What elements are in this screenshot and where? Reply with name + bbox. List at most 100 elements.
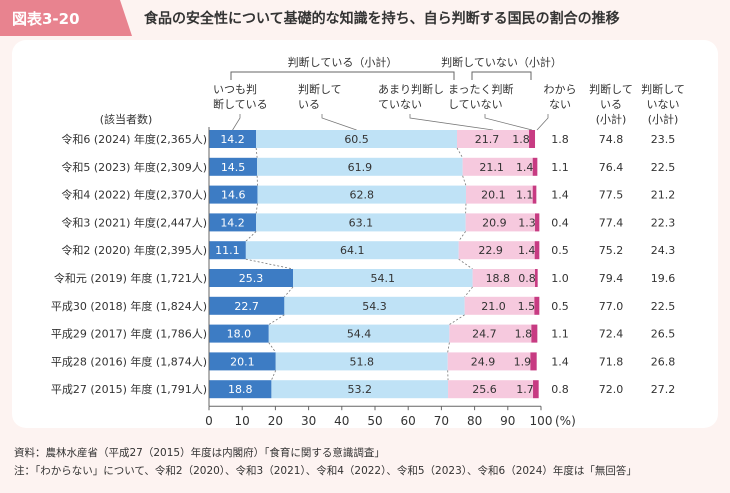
header-series-3-line2: ていない (378, 98, 422, 111)
bar-segment-4 (533, 380, 539, 399)
header-subtotal-judge-line1: 判断して (589, 82, 633, 96)
data-label-series-3: 24.9 (471, 355, 496, 368)
header-subtotal-not-line2: いない (647, 98, 680, 111)
bar-segment-1 (209, 241, 246, 260)
bar-segment-4 (534, 296, 540, 315)
bar-segment-1 (209, 296, 285, 315)
wakaranai-value: 0.4 (551, 216, 569, 229)
figure-header: 図表3-20 食品の安全性について基礎的な知識を持ち、自ら判断する国民の割合の推… (0, 0, 730, 36)
category-label: 平成29 (2017) 年度 (1,786人) (51, 327, 207, 341)
bar-segment-1 (209, 269, 293, 287)
data-label-series-1: 14.2 (220, 133, 245, 146)
x-tick-label: 100 (530, 414, 553, 428)
data-label-series-2: 54.3 (362, 300, 387, 313)
x-tick-label: 20 (268, 414, 283, 428)
category-label: 令和3 (2021) 年度(2,447人) (61, 215, 207, 229)
subtotal-not-value: 24.3 (651, 244, 676, 257)
bar-segment-4 (534, 241, 540, 260)
data-label-series-4: 0.8 (518, 272, 536, 285)
bar-segment-4 (535, 269, 538, 287)
footnote: 注：「わからない」について、令和2（2020）、令和3（2021）、令和4（20… (14, 465, 637, 477)
bar-segment-3 (472, 269, 536, 287)
connector-line (245, 258, 294, 270)
bar-segment-4 (532, 157, 538, 176)
subtotal-not-value: 22.5 (651, 161, 676, 174)
connector-line (268, 314, 285, 325)
category-label: 平成30 (2018) 年度 (1,824人) (51, 299, 207, 313)
data-label-series-3: 24.7 (472, 328, 497, 341)
data-label-series-1: 18.8 (228, 383, 253, 396)
subtotal-not-value: 19.6 (651, 272, 676, 285)
data-label-series-2: 54.1 (371, 272, 396, 285)
connector-line (464, 286, 473, 298)
x-tick-label: 40 (334, 414, 349, 428)
header-series-2-line2: いる (298, 98, 320, 111)
data-label-series-4: 1.5 (518, 300, 536, 313)
x-tick-label: 90 (500, 414, 515, 428)
bar-segment-1 (209, 130, 257, 148)
subtotal-judge-value: 77.0 (599, 300, 624, 313)
data-label-series-2: 61.9 (348, 161, 373, 174)
data-label-series-4: 1.4 (516, 161, 534, 174)
header-subtotal-not-line3: (小計) (648, 112, 679, 126)
leader-line-5 (536, 114, 549, 131)
bar-segment-1 (209, 324, 269, 343)
leader-line-1 (232, 114, 241, 131)
bar-segment-2 (245, 241, 459, 260)
bar-segment-2 (256, 213, 466, 232)
connector-line (255, 147, 258, 158)
data-label-series-2: 51.8 (349, 355, 374, 368)
data-label-series-3: 21.1 (479, 161, 504, 174)
subtotal-judge-value: 75.2 (599, 244, 624, 257)
data-label-series-2: 64.1 (340, 244, 365, 257)
connector-line (245, 231, 257, 242)
data-label-series-2: 63.1 (349, 216, 374, 229)
header-series-3-line1: あまり判断し (378, 82, 444, 96)
header-series-1-line1: いつも判 (213, 83, 257, 96)
subtotal-judge-value: 71.8 (599, 355, 624, 368)
x-tick-label: 60 (401, 414, 416, 428)
data-label-series-4: 1.9 (514, 355, 532, 368)
category-label: 令和元 (2019) 年度 (1,721人) (54, 271, 207, 285)
data-label-series-1: 14.5 (221, 161, 246, 174)
bar-segment-4 (535, 213, 540, 232)
header-series-4-line2: していない (448, 98, 503, 111)
bar-segment-4 (532, 185, 537, 204)
data-label-series-2: 62.8 (349, 189, 374, 202)
leader-line-2 (321, 114, 357, 131)
x-tick-label: 70 (434, 414, 449, 428)
bar-segment-1 (209, 185, 258, 204)
header-subtotal-judge-line2: いる (600, 98, 622, 111)
data-label-series-3: 20.1 (481, 189, 506, 202)
bar-segment-3 (465, 185, 533, 204)
bar-segment-2 (275, 352, 448, 371)
connector-line (255, 203, 258, 214)
bar-segment-3 (447, 352, 531, 371)
data-label-series-3: 21.7 (475, 133, 500, 146)
data-label-series-4: 1.4 (518, 244, 536, 257)
x-tick-label: 0 (205, 414, 213, 428)
subtotal-judge-value: 79.4 (599, 272, 624, 285)
connector-line (284, 286, 294, 298)
data-label-series-1: 22.7 (234, 300, 259, 313)
bar-segment-1 (209, 380, 272, 399)
subtotal-not-value: 27.2 (651, 383, 676, 396)
bar-segment-4 (530, 352, 537, 371)
wakaranai-value: 0.5 (551, 244, 569, 257)
bar-segment-3 (448, 380, 534, 399)
subtotal-not-value: 26.5 (651, 328, 676, 341)
subtotal-not-value: 22.3 (651, 216, 676, 229)
data-label-series-3: 18.8 (486, 272, 511, 285)
wakaranai-value: 0.8 (551, 383, 569, 396)
header-subtotal-not-line1: 判断して (641, 82, 685, 96)
subtotal-judge-value: 72.4 (599, 328, 624, 341)
category-label: 令和2 (2020) 年度(2,395人) (61, 243, 207, 257)
category-label: 令和4 (2022) 年度(2,370人) (61, 188, 207, 202)
bracket-judge (230, 71, 455, 80)
figure-label: 図表3-20 (0, 0, 132, 36)
data-label-series-3: 22.9 (478, 244, 503, 257)
connector-line (447, 342, 450, 353)
subtotal-judge-value: 77.5 (599, 189, 624, 202)
bar-segment-3 (457, 130, 530, 148)
